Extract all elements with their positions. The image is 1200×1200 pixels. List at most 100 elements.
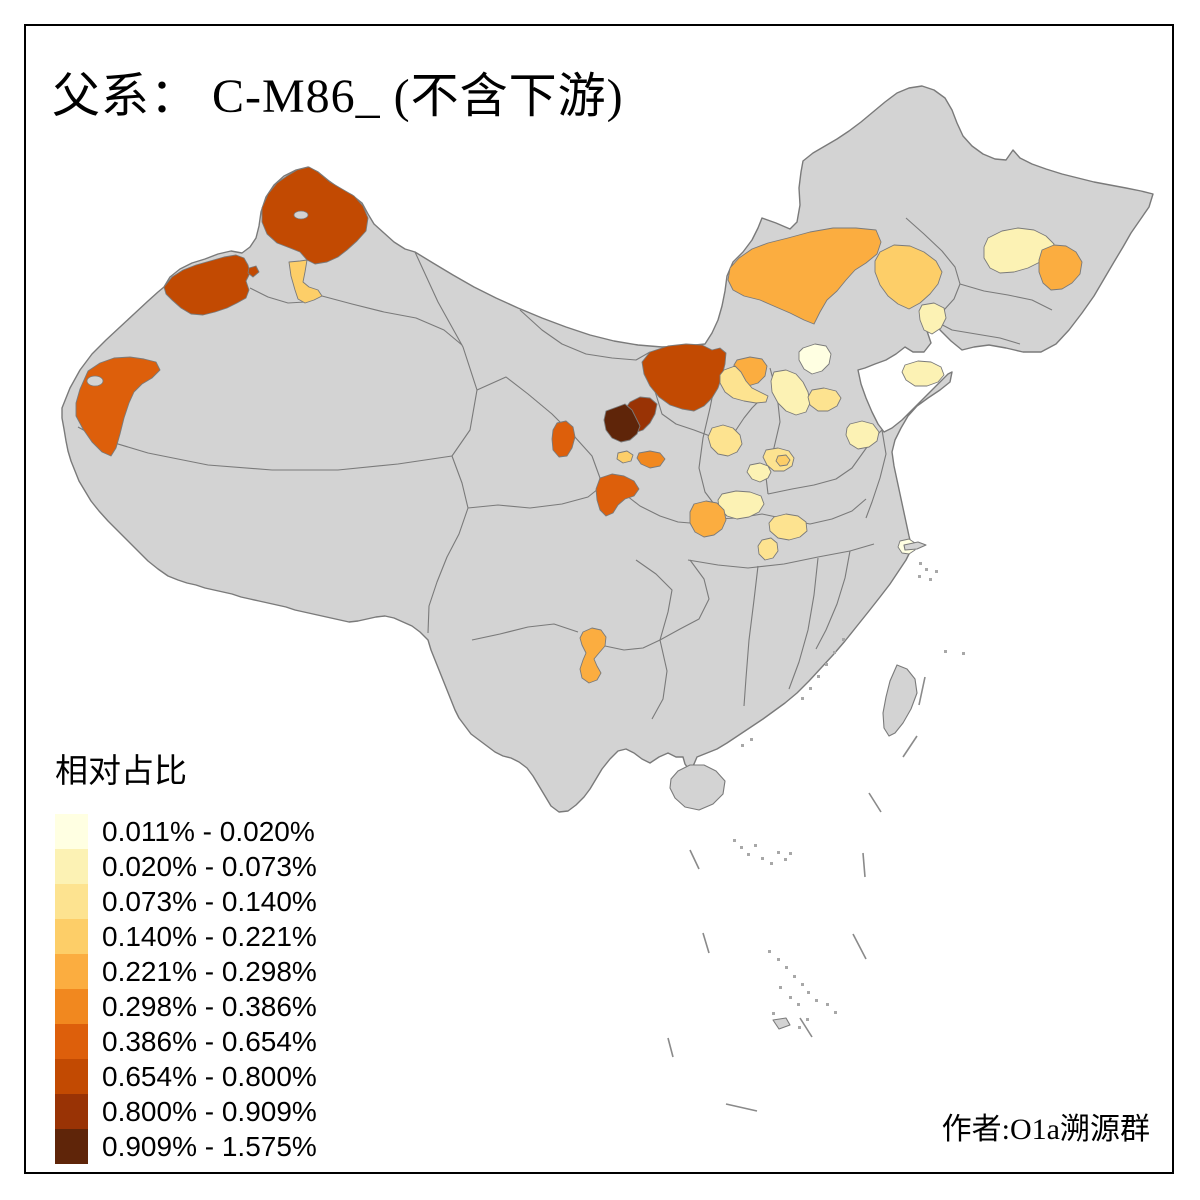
small-island-speck [750, 738, 753, 741]
small-island-speck [919, 562, 922, 565]
map-region-ningxia-darkest [603, 403, 641, 443]
map-region-lanzhou-area [595, 473, 640, 517]
map-region-yunnan-northeast [579, 627, 607, 684]
province-border [427, 455, 469, 634]
small-island-speck [807, 991, 810, 994]
legend-range-label: 0.909% - 1.575% [102, 1131, 317, 1162]
legend-range-label: 0.221% - 0.298% [102, 956, 317, 987]
sea-boundary-dash [667, 1037, 674, 1058]
province-border [659, 559, 710, 641]
legend-row: 0.073% - 0.140% [55, 884, 317, 919]
province-border [743, 565, 759, 707]
small-island-speck [747, 853, 750, 856]
map-region-shanxi-west [707, 424, 743, 457]
small-island-speck [793, 975, 796, 978]
legend-range-label: 0.140% - 0.221% [102, 921, 317, 952]
province-border [959, 283, 1053, 311]
legend-items: 0.011% - 0.020% 0.020% - 0.073% 0.073% - 0… [55, 814, 317, 1164]
chongming-island [903, 541, 927, 551]
small-island-speck [768, 950, 771, 953]
small-island-speck [944, 650, 947, 653]
map-region-xinjiang-west-a [163, 254, 251, 316]
province-border [249, 287, 306, 304]
legend-title: 相对占比 [55, 754, 187, 790]
province-border [865, 429, 887, 519]
sea-boundary-dash [918, 676, 926, 706]
small-island-speck [798, 1026, 801, 1029]
map-region-xinjiang-center-wedge [288, 259, 323, 304]
small-island-speck [817, 675, 820, 678]
sea-boundary-dash [702, 932, 710, 954]
small-island-speck [797, 1003, 800, 1006]
province-border [519, 309, 651, 361]
sea-boundary-dash [862, 852, 866, 878]
map-region-shandong-peninsula [901, 360, 945, 387]
sea-boundary-dash [902, 735, 918, 758]
small-island-speck [935, 570, 938, 573]
small-island-speck [785, 966, 788, 969]
legend-swatch [55, 954, 88, 989]
province-border [815, 550, 851, 650]
legend-row: 0.140% - 0.221% [55, 919, 317, 954]
legend-row: 0.298% - 0.386% [55, 989, 317, 1024]
legend-range-label: 0.800% - 0.909% [102, 1096, 317, 1127]
map-region-xinjiang-small-dot [247, 265, 260, 278]
map-region-shanxi-southeast-dot [775, 454, 791, 467]
province-border [788, 557, 819, 690]
map-region-gansu-small-b [636, 450, 666, 469]
small-island-speck [929, 578, 932, 581]
legend-range-label: 0.654% - 0.800% [102, 1061, 317, 1092]
map-region-gansu-west [551, 420, 576, 458]
small-island-speck [801, 983, 804, 986]
small-island-speck [761, 857, 764, 860]
small-island-speck [777, 958, 780, 961]
map-region-chifeng-area [874, 244, 943, 310]
province-border [414, 251, 478, 457]
province-border [471, 623, 579, 641]
sea-boundary-dash [689, 849, 700, 870]
legend-range-label: 0.386% - 0.654% [102, 1026, 317, 1057]
small-island-speck [789, 852, 792, 855]
legend-swatch [55, 1059, 88, 1094]
legend-swatch [55, 1024, 88, 1059]
small-island-speck [741, 744, 744, 747]
province-border [476, 376, 601, 479]
small-island-speck [777, 851, 780, 854]
legend-range-label: 0.073% - 0.140% [102, 886, 317, 917]
legend-range-label: 0.298% - 0.386% [102, 991, 317, 1022]
legend-row: 0.011% - 0.020% [55, 814, 317, 849]
sea-boundary-dash [799, 1017, 813, 1038]
small-island-speck [806, 1018, 809, 1021]
small-island-speck [770, 862, 773, 865]
map-region-hubei-northwest [689, 500, 727, 538]
spratly-islet [772, 1017, 791, 1030]
map-region-beijing-area [798, 343, 832, 375]
legend: 相对占比 0.011% - 0.020% 0.020% - 0.073% 0.073… [55, 744, 317, 1164]
map-region-hubei-north-small [757, 537, 779, 561]
small-island-speck [779, 986, 782, 989]
province-border [905, 217, 961, 321]
province-border [604, 639, 661, 651]
sea-boundary-dash [868, 792, 882, 813]
map-region-xilingol-area [727, 227, 882, 325]
province-border [321, 295, 463, 346]
legend-row: 0.800% - 0.909% [55, 1094, 317, 1129]
small-island-speck [918, 575, 921, 578]
map-title: 父系： C-M86_ (不含下游) [52, 70, 624, 123]
taiwan-island [882, 664, 918, 737]
map-region-gansu-small-a [616, 450, 634, 464]
legend-swatch [55, 1129, 88, 1164]
legend-swatch [55, 989, 88, 1024]
legend-swatch [55, 884, 88, 919]
map-region-shandong-central [845, 420, 880, 450]
province-border [635, 559, 673, 641]
enclave-hole [293, 210, 309, 220]
legend-row: 0.221% - 0.298% [55, 954, 317, 989]
map-region-chifeng-tail [918, 302, 947, 335]
province-border [698, 377, 717, 505]
map-region-ordos-area [641, 343, 727, 412]
map-region-shanxi-south [746, 462, 772, 483]
small-island-speck [784, 858, 787, 861]
